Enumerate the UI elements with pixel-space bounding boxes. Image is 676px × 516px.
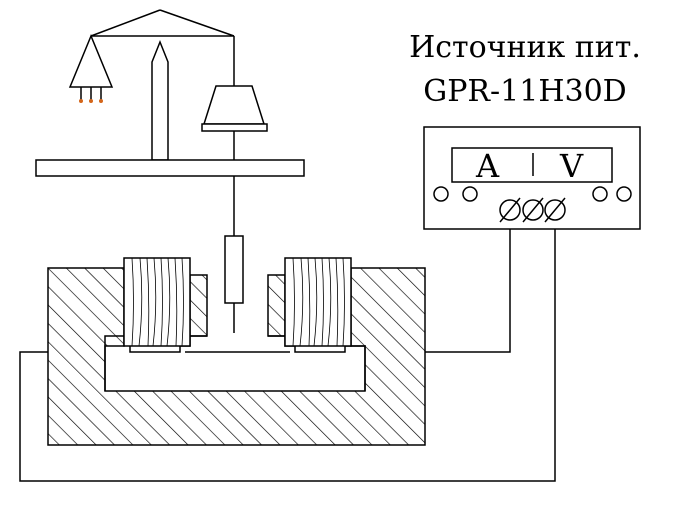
supply-knob bbox=[616, 186, 632, 202]
balance-pillar bbox=[151, 39, 169, 161]
power-supply-model: GPR-11H30D bbox=[423, 74, 627, 109]
wire-right-to-supply bbox=[425, 210, 511, 353]
core-pole-right-tip bbox=[267, 274, 286, 337]
supply-knob bbox=[433, 186, 449, 202]
hanging-magnet bbox=[224, 235, 244, 304]
power-supply bbox=[423, 126, 641, 230]
coil-right bbox=[284, 257, 352, 347]
voltmeter-label: V bbox=[560, 147, 584, 185]
balance-scale bbox=[35, 9, 305, 333]
balance-shelf bbox=[35, 159, 305, 177]
core-pole-left-tip bbox=[189, 274, 208, 337]
ammeter-label: A bbox=[476, 147, 500, 185]
supply-knob bbox=[592, 186, 608, 202]
balance-suspension-left bbox=[90, 9, 161, 37]
power-supply-title: Источник пит. bbox=[409, 30, 641, 65]
wire-left-to-supply bbox=[19, 210, 556, 482]
balance-suspension-right bbox=[159, 9, 235, 37]
balance-pan bbox=[202, 85, 266, 125]
coil-left bbox=[123, 257, 191, 347]
wiring bbox=[19, 210, 556, 482]
power-supply-display bbox=[451, 147, 613, 183]
supply-knob bbox=[462, 186, 478, 202]
balance-left-weight bbox=[68, 34, 114, 88]
